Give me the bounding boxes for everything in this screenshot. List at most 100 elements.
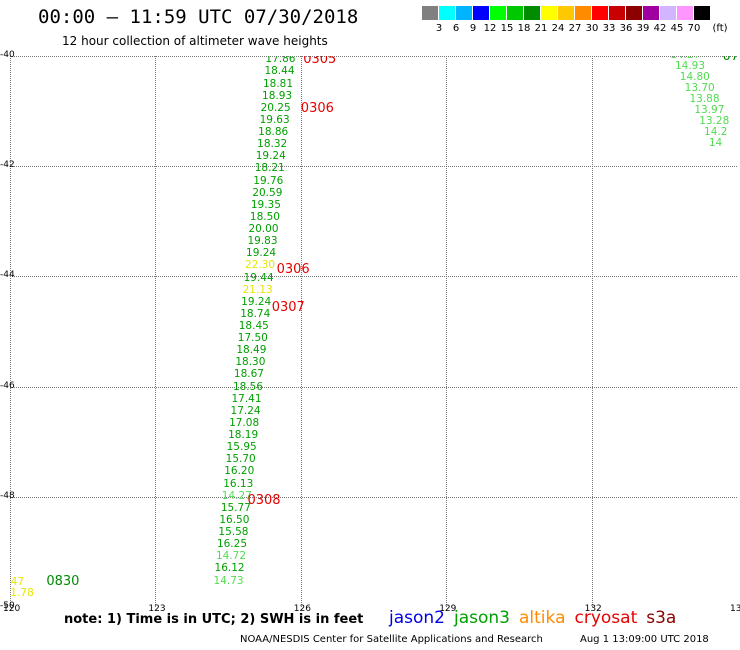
wave-height-value: 19.44 [243, 271, 274, 284]
wave-height-value: 14 [708, 137, 723, 150]
wave-height-value: 16.12 [214, 562, 245, 575]
grid-line-lat [10, 386, 737, 388]
wave-height-value: 22.30 [245, 259, 276, 272]
wave-height-value: 18.81 [262, 77, 294, 90]
wave-height-value: 22.47 [10, 576, 25, 589]
legend-label: 6 [452, 23, 460, 34]
legend-label: 3 [435, 23, 443, 34]
legend-label: 39 [636, 23, 650, 34]
wave-height-value: 13.88 [689, 92, 720, 105]
wave-height-value: 18.45 [238, 319, 269, 332]
legend-swatch [694, 6, 711, 20]
legend-swatch [524, 6, 541, 20]
wave-height-value: 15.77 [220, 501, 251, 514]
wave-height-value: 18.32 [257, 138, 288, 151]
wave-height-value: 19.83 [247, 235, 278, 248]
lat-tick-label: -40 [0, 50, 15, 60]
footer-timestamp: Aug 1 13:09:00 UTC 2018 [580, 634, 709, 645]
time-label: 0308 [247, 492, 281, 508]
legend-unit: (ft) [712, 23, 728, 34]
lat-tick-label: -48 [0, 490, 15, 501]
wave-height-value: 18.44 [264, 65, 295, 78]
wave-height-value: 19.76 [253, 174, 284, 187]
legend-label: 45 [670, 23, 684, 34]
wave-height-value: 18.93 [262, 89, 293, 102]
wave-height-value: 16.50 [219, 513, 250, 526]
lon-tick-label: 123 [148, 604, 166, 614]
legend-swatch [643, 6, 660, 20]
wave-height-value: 13.28 [699, 115, 730, 128]
wave-height-value: 18.21 [254, 162, 285, 175]
wave-height-value: 17.86 [265, 56, 296, 65]
legend-label: 33 [602, 23, 616, 34]
wave-height-value: 17.50 [237, 332, 268, 345]
lon-tick-label: 129 [439, 604, 457, 614]
lat-tick-label: -50 [0, 601, 15, 611]
wave-height-value: 18.49 [236, 344, 267, 357]
wave-height-value: 16.20 [224, 465, 255, 478]
wave-height-value: 17.24 [230, 404, 261, 417]
map-subtitle: 12 hour collection of altimeter wave hei… [62, 34, 328, 48]
wave-height-value: 17.08 [229, 416, 260, 429]
legend-swatch [473, 6, 490, 20]
time-label: 073 [722, 56, 737, 65]
satellite-jason2: jason2 [389, 608, 445, 628]
legend-swatch [456, 6, 473, 20]
legend-label: 70 [687, 23, 701, 34]
map-area: 17.86 18.44 18.81 18.93 20.25 19.63 18.86 18.32… [10, 56, 737, 607]
wave-height-value: 16.13 [223, 477, 254, 490]
wave-height-value: 19.24 [246, 247, 277, 260]
legend-swatch [660, 6, 677, 20]
wave-height-value: 13.97 [694, 103, 725, 116]
wave-height-value: 21.78 [10, 587, 34, 600]
wave-height-value: 20.59 [252, 186, 283, 199]
legend-label: 9 [469, 23, 477, 34]
satellite-cryosat: cryosat [574, 608, 638, 628]
wave-height-value: 18.74 [240, 307, 271, 320]
legend-swatch [677, 6, 694, 20]
wave-height-value: 20.00 [248, 223, 279, 235]
wave-height-value: 15.58 [218, 526, 249, 539]
time-label: 0305 [303, 56, 337, 67]
wave-height-value: 18.30 [235, 356, 266, 369]
grid-line-lat [10, 496, 737, 498]
lon-tick-label: 132 [584, 604, 602, 614]
lon-tick-label: 126 [293, 604, 311, 614]
satellite-s3a: s3a [646, 608, 677, 628]
wave-height-value: 19.24 [255, 150, 286, 163]
wave-height-value: 21.13 [242, 283, 273, 296]
wave-height-value: 14.80 [679, 70, 710, 83]
wave-height-value: 14.72 [215, 550, 247, 563]
wave-height-value: 18.19 [228, 429, 259, 442]
map-title: 00:00 – 11:59 UTC 07/30/2018 [38, 6, 359, 28]
satellite-altika: altika [519, 608, 566, 628]
time-label: 0306 [300, 101, 334, 117]
legend-swatch [490, 6, 507, 20]
grid-line-lat [10, 276, 737, 278]
legend-swatch [626, 6, 643, 20]
time-label: 0830 [46, 574, 80, 590]
legend-label: 42 [653, 23, 667, 34]
legend-label: 24 [551, 23, 565, 34]
legend-swatch [558, 6, 575, 20]
wave-height-value: 19.63 [259, 113, 290, 126]
wave-height-value: 17.41 [231, 392, 262, 405]
wave-height-value: 19.35 [250, 198, 281, 211]
grid-line-lon [155, 56, 157, 607]
note-text: note: 1) Time is in UTC; 2) SWH is in fe… [64, 612, 364, 627]
legend-label: 21 [534, 23, 548, 34]
wave-height-value: 18.86 [258, 126, 289, 139]
legend-label: 12 [483, 23, 497, 34]
legend-swatch [575, 6, 592, 20]
wave-height-value: 13.70 [684, 81, 715, 94]
legend-label: 36 [619, 23, 633, 34]
legend-swatch [422, 6, 439, 20]
lat-tick-label: -46 [0, 380, 15, 391]
grid-line-lat [10, 56, 737, 57]
wave-height-value: 16.25 [216, 538, 247, 551]
wave-height-value: 15.95 [226, 441, 257, 454]
wave-height-value: 20.25 [260, 101, 291, 114]
footer-credit: NOAA/NESDIS Center for Satellite Applica… [240, 634, 543, 645]
legend-label: 30 [585, 23, 599, 34]
legend-label: 18 [517, 23, 531, 34]
